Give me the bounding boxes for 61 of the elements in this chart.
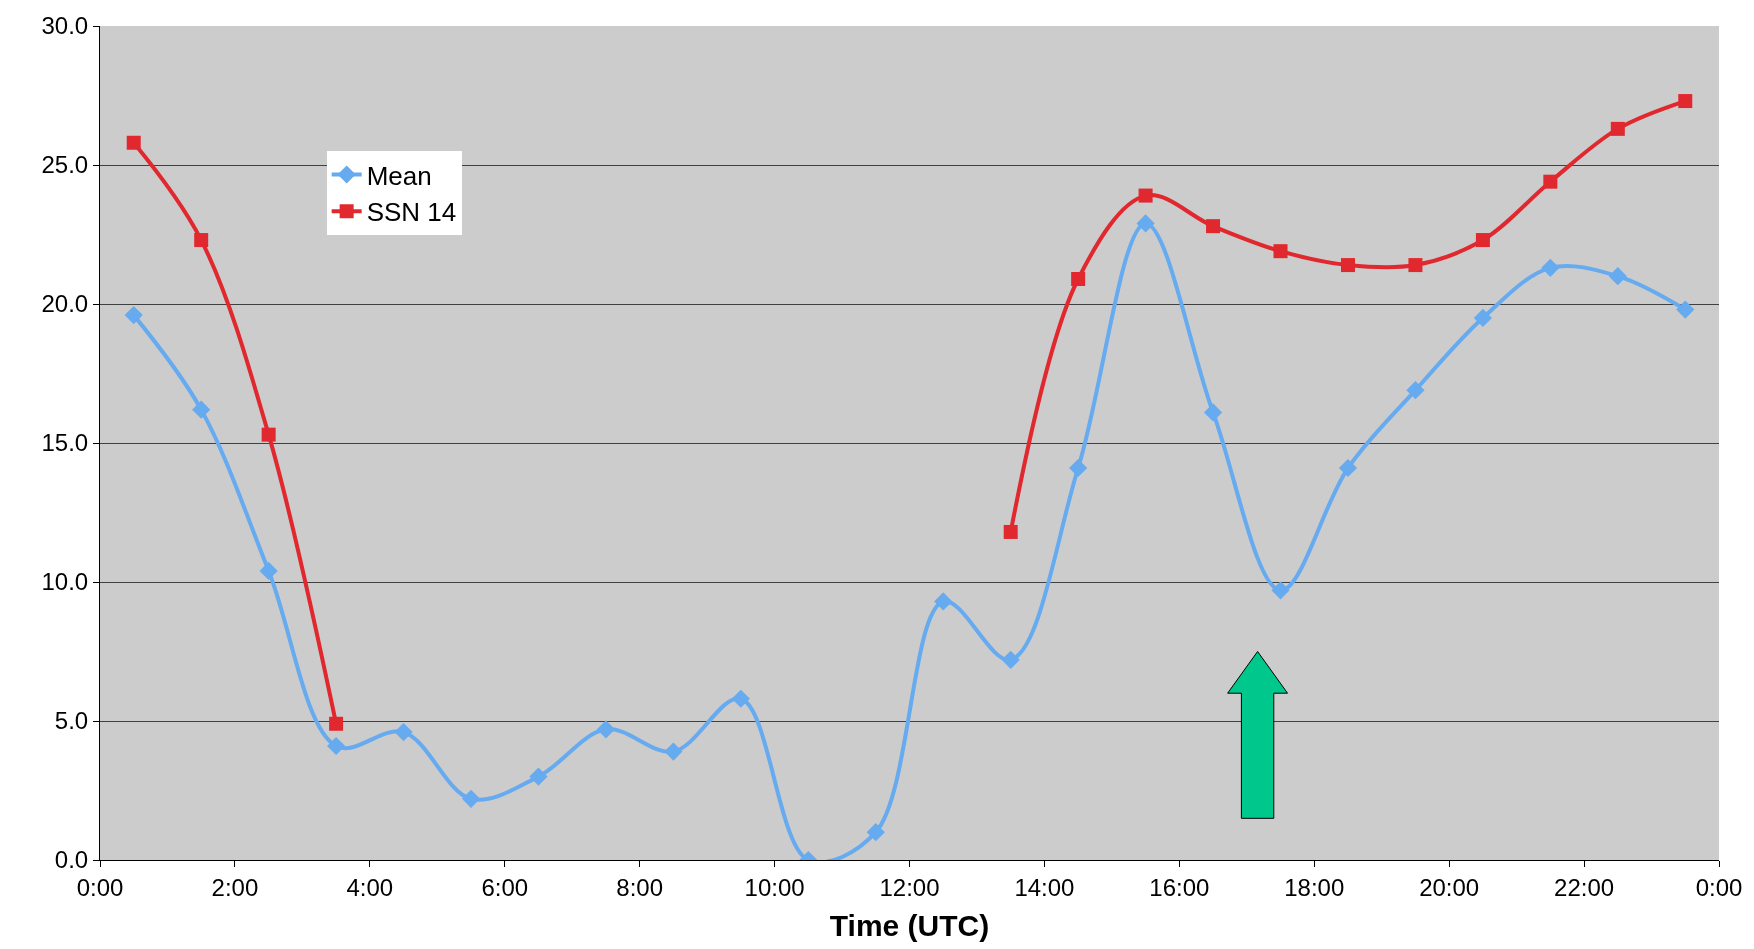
x-tick-label: 6:00 bbox=[481, 873, 529, 901]
point bbox=[124, 306, 143, 325]
point bbox=[1406, 381, 1425, 400]
y-tick-label: 10.0 bbox=[41, 568, 89, 596]
point bbox=[1271, 581, 1290, 600]
point bbox=[934, 592, 953, 611]
point bbox=[731, 689, 750, 708]
point bbox=[1473, 308, 1492, 327]
point bbox=[1475, 233, 1490, 248]
point bbox=[1678, 94, 1693, 109]
point bbox=[1676, 300, 1695, 319]
y-tick-label: 30.0 bbox=[41, 12, 89, 40]
x-tick-label: 22:00 bbox=[1554, 873, 1615, 901]
y-tick-label: 15.0 bbox=[41, 429, 89, 457]
x-tick-label: 18:00 bbox=[1284, 873, 1345, 901]
point bbox=[1408, 258, 1423, 273]
y-tick-label: 0.0 bbox=[54, 846, 89, 874]
y-tick-label: 5.0 bbox=[54, 707, 89, 735]
point bbox=[194, 233, 209, 248]
point bbox=[327, 736, 346, 756]
point bbox=[1203, 403, 1223, 422]
point bbox=[461, 789, 481, 808]
y-tick-label: 25.0 bbox=[41, 151, 89, 179]
x-tick-label: 2:00 bbox=[211, 873, 259, 901]
point bbox=[1541, 258, 1560, 277]
point bbox=[261, 427, 276, 442]
x-tick-label: 10:00 bbox=[744, 873, 805, 901]
x-tick-label: 12:00 bbox=[879, 873, 940, 901]
x-tick-label: 4:00 bbox=[346, 873, 394, 901]
x-tick-label: 0:00 bbox=[76, 873, 124, 901]
point bbox=[529, 767, 548, 786]
point bbox=[329, 716, 344, 731]
point bbox=[596, 720, 616, 739]
point bbox=[1138, 188, 1153, 203]
point bbox=[1069, 458, 1088, 478]
x-tick-label: 14:00 bbox=[1014, 873, 1075, 901]
legend-label: Mean bbox=[366, 160, 432, 191]
point bbox=[1543, 174, 1558, 189]
point bbox=[1206, 219, 1221, 234]
point bbox=[1608, 267, 1627, 286]
point bbox=[1136, 214, 1155, 233]
x-tick-label: 20:00 bbox=[1419, 873, 1480, 901]
point bbox=[866, 823, 885, 842]
point bbox=[1338, 458, 1358, 478]
point bbox=[664, 742, 683, 761]
point bbox=[1340, 258, 1355, 273]
point bbox=[192, 400, 211, 419]
x-axis-title: Time (UTC) bbox=[829, 909, 990, 943]
point bbox=[1071, 271, 1086, 286]
point bbox=[1273, 244, 1288, 259]
y-tick-label: 20.0 bbox=[41, 290, 89, 318]
point bbox=[394, 723, 413, 742]
x-tick-label: 0:00 bbox=[1695, 873, 1743, 901]
x-tick-label: 16:00 bbox=[1149, 873, 1210, 901]
point bbox=[126, 135, 141, 150]
x-tick-label: 8:00 bbox=[616, 873, 664, 901]
point bbox=[1610, 121, 1625, 136]
point bbox=[259, 561, 278, 580]
point bbox=[1003, 524, 1018, 539]
legend-label: SSN 14 bbox=[366, 197, 457, 228]
point bbox=[1001, 650, 1020, 669]
